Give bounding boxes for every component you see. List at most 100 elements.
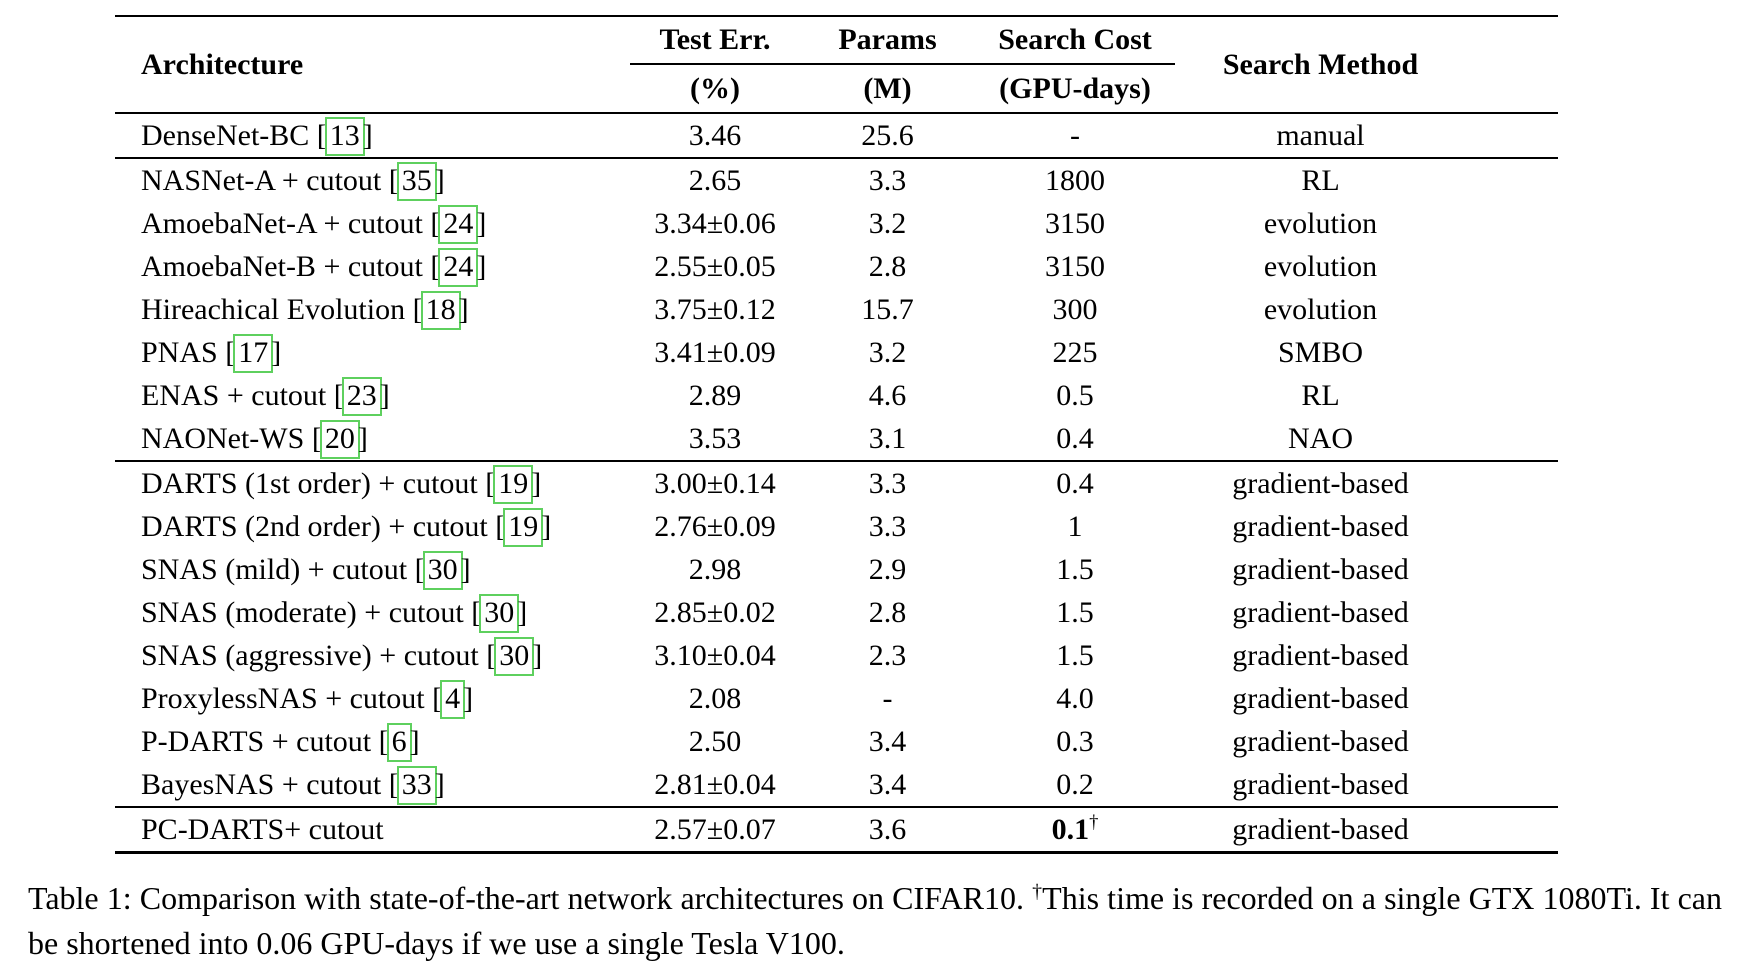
table-row: AmoebaNet-B + cutout [24] 2.55±0.05 2.8 … — [115, 245, 1558, 288]
search-method-cell: RL — [1301, 163, 1340, 197]
table-row: NASNet-A + cutout [35] 2.65 3.3 1800 RL — [115, 158, 1558, 202]
table-row: PC-DARTS+ cutout 2.57±0.07 3.6 0.1† grad… — [115, 807, 1558, 853]
citation-bracket-close: ] — [434, 163, 445, 197]
search-method-cell: manual — [1276, 118, 1365, 152]
architecture-cell: NASNet-A + cutout [35] — [115, 158, 630, 202]
search-cost-cell: 0.3 — [1056, 724, 1094, 758]
citation-bracket-open: [ — [225, 335, 236, 369]
citation-link[interactable]: 13 — [324, 116, 365, 156]
search-cost-cell: 0.2 — [1056, 767, 1094, 801]
citation-link[interactable]: 30 — [494, 636, 535, 676]
citation-link[interactable]: 35 — [396, 161, 437, 201]
table-row: P-DARTS + cutout [6] 2.50 3.4 0.3 gradie… — [115, 720, 1558, 763]
test-err-cell: 2.76±0.09 — [654, 509, 776, 543]
search-cost-cell: 225 — [1052, 335, 1098, 369]
column-unit-params: (M) — [800, 64, 975, 114]
table-group-gradient: DARTS (1st order) + cutout [19] 3.00±0.1… — [115, 461, 1558, 807]
params-cell: 3.3 — [868, 466, 907, 500]
search-cost-cell: 3150 — [1045, 249, 1105, 283]
search-cost-cell: 0.4 — [1056, 466, 1094, 500]
citation-bracket-open: [ — [486, 638, 497, 672]
search-cost-cell: - — [1070, 118, 1080, 152]
search-cost-cell: 0.4 — [1056, 421, 1094, 455]
citation-link[interactable]: 19 — [493, 464, 534, 504]
column-unit-search-cost: (GPU-days) — [975, 64, 1175, 114]
architecture-cell: AmoebaNet-A + cutout [24] — [115, 202, 630, 245]
citation-link[interactable]: 19 — [503, 507, 544, 547]
table-row: PNAS [17] 3.41±0.09 3.2 225 SMBO — [115, 331, 1558, 374]
architecture-name: Hireachical Evolution — [141, 292, 406, 326]
params-cell: 3.3 — [868, 509, 907, 543]
search-method-cell: SMBO — [1277, 335, 1364, 369]
table-row: ENAS + cutout [23] 2.89 4.6 0.5 RL — [115, 374, 1558, 417]
citation-link[interactable]: 30 — [479, 593, 520, 633]
citation-link[interactable]: 20 — [319, 419, 360, 459]
test-err-cell: 2.08 — [688, 681, 742, 715]
table-row: SNAS (mild) + cutout [30] 2.98 2.9 1.5 g… — [115, 548, 1558, 591]
params-cell: 4.6 — [868, 378, 907, 412]
citation-bracket-open: [ — [485, 466, 496, 500]
params-cell: 3.2 — [868, 206, 907, 240]
test-err-cell: 3.75±0.12 — [654, 292, 776, 326]
citation-bracket-open: [ — [414, 552, 425, 586]
test-err-cell: 2.55±0.05 — [654, 249, 776, 283]
architecture-name: NASNet-A + cutout — [141, 163, 382, 197]
params-cell: 2.9 — [868, 552, 907, 586]
test-err-cell: 3.41±0.09 — [654, 335, 776, 369]
params-cell: 2.8 — [868, 595, 907, 629]
citation-link[interactable]: 24 — [438, 247, 479, 287]
table-row: DenseNet-BC [13] 3.46 25.6 - manual — [115, 113, 1558, 158]
citation-bracket-close: ] — [434, 767, 445, 801]
citation-link[interactable]: 18 — [420, 290, 461, 330]
citation-link[interactable]: 17 — [233, 333, 274, 373]
column-header-search-cost: Search Cost — [975, 16, 1175, 65]
architecture-cell: DARTS (2nd order) + cutout [19] — [115, 505, 630, 548]
search-method-cell: gradient-based — [1232, 767, 1409, 801]
table-caption: Table 1: Comparison with state-of-the-ar… — [28, 876, 1722, 967]
params-cell: 2.8 — [868, 249, 907, 283]
architecture-name: SNAS (aggressive) + cutout — [141, 638, 479, 672]
search-cost-cell: 1.5 — [1056, 638, 1094, 672]
dagger-footnote-marker: † — [1089, 811, 1099, 833]
table-group-pcdarts: PC-DARTS+ cutout 2.57±0.07 3.6 0.1† grad… — [115, 807, 1558, 853]
column-header-params: Params — [800, 16, 975, 65]
dagger-footnote-marker: † — [1032, 880, 1043, 903]
citation-bracket-close: ] — [532, 638, 543, 672]
search-method-cell: evolution — [1263, 292, 1378, 326]
citation-bracket-open: [ — [388, 767, 399, 801]
architecture-name: SNAS (mild) + cutout — [141, 552, 408, 586]
citation-link[interactable]: 33 — [396, 765, 437, 805]
search-cost-cell: 1.5 — [1056, 595, 1094, 629]
architecture-name: PC-DARTS+ cutout — [141, 812, 384, 846]
search-method-cell: gradient-based — [1232, 724, 1409, 758]
citation-link[interactable]: 6 — [386, 722, 412, 762]
architecture-cell: PNAS [17] — [115, 331, 630, 374]
citation-bracket-open: [ — [378, 724, 389, 758]
architecture-cell: SNAS (moderate) + cutout [30] — [115, 591, 630, 634]
architecture-name: DARTS (1st order) + cutout — [141, 466, 478, 500]
architecture-name: DARTS (2nd order) + cutout — [141, 509, 488, 543]
table-row: DARTS (2nd order) + cutout [19] 2.76±0.0… — [115, 505, 1558, 548]
citation-bracket-open: [ — [412, 292, 423, 326]
citation-link[interactable]: 4 — [440, 679, 466, 719]
citation-bracket-close: ] — [271, 335, 282, 369]
citation-bracket-close: ] — [517, 595, 528, 629]
citation-bracket-close: ] — [362, 118, 373, 152]
test-err-cell: 2.65 — [688, 163, 742, 197]
results-table: Architecture Test Err. Params Search Cos… — [115, 15, 1558, 854]
citation-link[interactable]: 23 — [341, 376, 382, 416]
architecture-cell: SNAS (mild) + cutout [30] — [115, 548, 630, 591]
citation-link[interactable]: 30 — [422, 550, 463, 590]
architecture-name: PNAS — [141, 335, 218, 369]
search-cost-cell: 300 — [1052, 292, 1098, 326]
citation-bracket-open: [ — [430, 249, 441, 283]
params-cell: 3.4 — [868, 724, 907, 758]
citation-link[interactable]: 24 — [438, 204, 479, 244]
table-row: SNAS (aggressive) + cutout [30] 3.10±0.0… — [115, 634, 1558, 677]
column-header-architecture: Architecture — [115, 16, 630, 114]
architecture-cell: ProxylessNAS + cutout [4] — [115, 677, 630, 720]
citation-bracket-close: ] — [531, 466, 542, 500]
architecture-name: SNAS (moderate) + cutout — [141, 595, 464, 629]
test-err-cell: 2.57±0.07 — [654, 812, 776, 846]
